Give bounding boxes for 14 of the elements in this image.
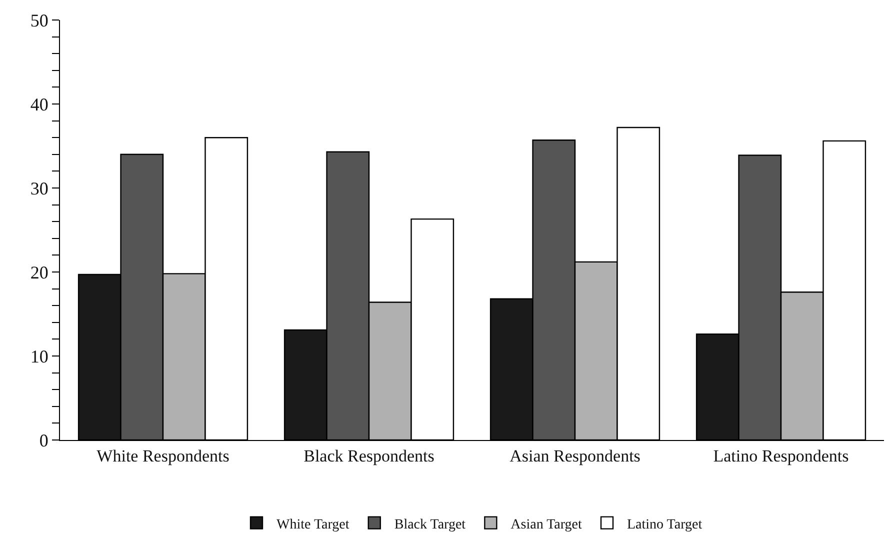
legend-label: Latino Target [627,517,702,532]
x-tick-label: Black Respondents [304,446,434,466]
legend-label: Asian Target [510,517,582,532]
x-tick-label: Latino Respondents [713,446,849,466]
legend-label: Black Target [394,517,466,532]
y-tick-label: 10 [30,346,48,366]
legend-label: White Target [276,517,350,532]
y-tick-label: 40 [30,94,48,114]
y-tick-label: 50 [30,10,48,30]
y-tick-label: 0 [39,430,48,450]
y-tick-label: 30 [30,178,48,198]
x-tick-label: Asian Respondents [510,446,640,466]
x-tick-label: White Respondents [96,446,230,466]
y-tick-label: 20 [30,262,48,282]
